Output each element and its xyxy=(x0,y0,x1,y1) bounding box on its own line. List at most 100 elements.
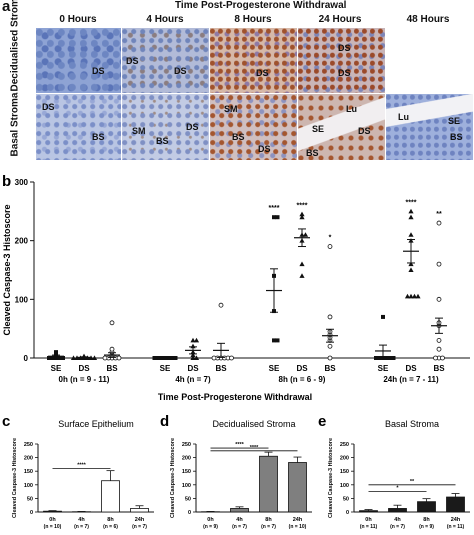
significance-label: ** xyxy=(436,211,442,218)
micrograph-bs-24h: Lu SE DS BS xyxy=(297,93,386,161)
data-point-square xyxy=(381,356,385,360)
data-point-circle xyxy=(436,261,442,267)
tile-label: SE xyxy=(312,124,325,134)
data-point-square xyxy=(275,215,280,220)
significance-label: **** xyxy=(297,202,308,209)
tile-label: Lu xyxy=(398,112,409,122)
n-label: (n = 6) xyxy=(103,524,118,530)
y-tick-label: 0 xyxy=(188,510,191,516)
data-point-triangle xyxy=(193,355,200,360)
tile-label: DS xyxy=(256,68,269,78)
y-tick-label: 50 xyxy=(185,496,191,502)
significance-label: * xyxy=(396,486,399,492)
bar xyxy=(417,501,436,513)
tile-label: DS xyxy=(338,68,351,78)
panel-c-letter: c xyxy=(2,413,10,430)
tile-label: DS xyxy=(42,102,55,112)
x-tick-label: 0h xyxy=(49,517,56,523)
x-category-label: SE xyxy=(269,364,280,373)
data-point-square xyxy=(272,215,276,220)
x-group-label: 24h (n = 7 - 11) xyxy=(383,375,439,384)
bar xyxy=(230,508,249,513)
y-tick-label: 250 xyxy=(340,442,349,448)
tile-label: DS xyxy=(126,56,139,66)
data-point-circle xyxy=(433,355,438,361)
n-label: (n = 7) xyxy=(390,524,405,530)
panel-d-bar-chart: d Decidualised Stroma Cleaved Caspase-3 … xyxy=(160,413,312,530)
tile-label: DS xyxy=(174,66,187,76)
micrograph-bs-0h: DS BS xyxy=(35,93,122,161)
y-tick-label: 0 xyxy=(30,510,33,516)
bar xyxy=(288,462,307,513)
x-tick-label: 4h xyxy=(78,517,85,523)
y-tick-label: 100 xyxy=(15,295,29,304)
x-category-label: BS xyxy=(215,364,227,373)
tile-label: DS xyxy=(258,144,271,154)
data-point-triangle xyxy=(408,214,414,220)
n-label: (n = 10) xyxy=(44,524,62,530)
row-label-basal-stroma: Basal Stroma xyxy=(10,90,21,160)
tile-label: DS xyxy=(92,66,105,76)
data-point-triangle xyxy=(190,352,196,358)
data-point-square xyxy=(391,356,396,360)
y-tick-label: 0 xyxy=(346,510,349,516)
col-header-4h: 4 Hours xyxy=(146,14,184,25)
y-axis-label: Cleaved Caspase-3 Histoscore xyxy=(2,204,12,335)
micrograph-bs-48h: Lu SE BS xyxy=(385,93,474,161)
x-category-label: BS xyxy=(433,364,445,373)
data-marks: **** *********** xyxy=(47,199,447,361)
data-point-triangle xyxy=(190,355,196,360)
data-point-circle xyxy=(436,296,442,302)
y-tick-label: 200 xyxy=(24,456,33,462)
col-header-0h: 0 Hours xyxy=(59,14,97,25)
panel-d-letter: d xyxy=(160,413,169,430)
data-point-square xyxy=(381,314,385,319)
row-label-decidualised-stroma: Decidualised Stroma xyxy=(10,0,21,92)
significance-label: ** xyxy=(410,479,415,485)
x-tick-label: 24h xyxy=(135,517,145,523)
data-point-triangle xyxy=(70,355,77,360)
significance-label: **** xyxy=(406,199,417,206)
y-tick-label: 250 xyxy=(24,442,33,448)
data-marks: **** xyxy=(43,462,149,513)
data-point-circle xyxy=(327,355,333,361)
y-tick-label: 0 xyxy=(24,354,29,363)
significance-label: **** xyxy=(77,462,86,468)
micrograph-bs-8h: SM BS DS xyxy=(209,93,298,161)
bar xyxy=(130,508,149,513)
x-tick-label: 4h xyxy=(236,517,243,523)
tile-label: BS xyxy=(156,136,169,146)
x-category-label: SE xyxy=(160,364,171,373)
y-tick-label: 300 xyxy=(15,178,29,187)
tile-label: BS xyxy=(92,132,105,142)
x-category-label: BS xyxy=(106,364,118,373)
data-point-circle xyxy=(327,244,333,249)
panel-c-bar-chart: c Surface Epithelium Cleaved Caspase-3 H… xyxy=(2,413,154,530)
x-category-label: DS xyxy=(78,364,90,373)
data-marks: *** xyxy=(359,479,465,513)
panel-a-letter: a xyxy=(2,0,11,15)
significance-label: * xyxy=(329,235,332,242)
tile-label: BS xyxy=(306,148,319,158)
n-label: (n = 9) xyxy=(419,524,434,530)
micrograph-ds-0h: DS xyxy=(35,27,122,94)
data-point-triangle xyxy=(408,267,414,272)
x-category-label: SE xyxy=(378,364,389,373)
n-label: (n = 7) xyxy=(261,524,276,530)
data-point-square xyxy=(173,356,178,360)
y-axis-label: Cleaved Caspase-3 Histoscore xyxy=(328,438,334,518)
data-point-triangle xyxy=(299,261,305,267)
data-point-circle xyxy=(327,314,333,320)
x-category-label: DS xyxy=(405,364,417,373)
y-tick-label: 200 xyxy=(340,456,349,462)
data-point-square xyxy=(61,356,65,360)
bar xyxy=(359,510,378,513)
n-label: (n = 10) xyxy=(289,524,307,530)
data-point-triangle xyxy=(299,211,305,217)
tile-label: BS xyxy=(232,132,245,142)
bar xyxy=(388,508,407,513)
micrograph-ds-24h: DS DS xyxy=(297,27,386,94)
data-point-square xyxy=(275,338,280,343)
